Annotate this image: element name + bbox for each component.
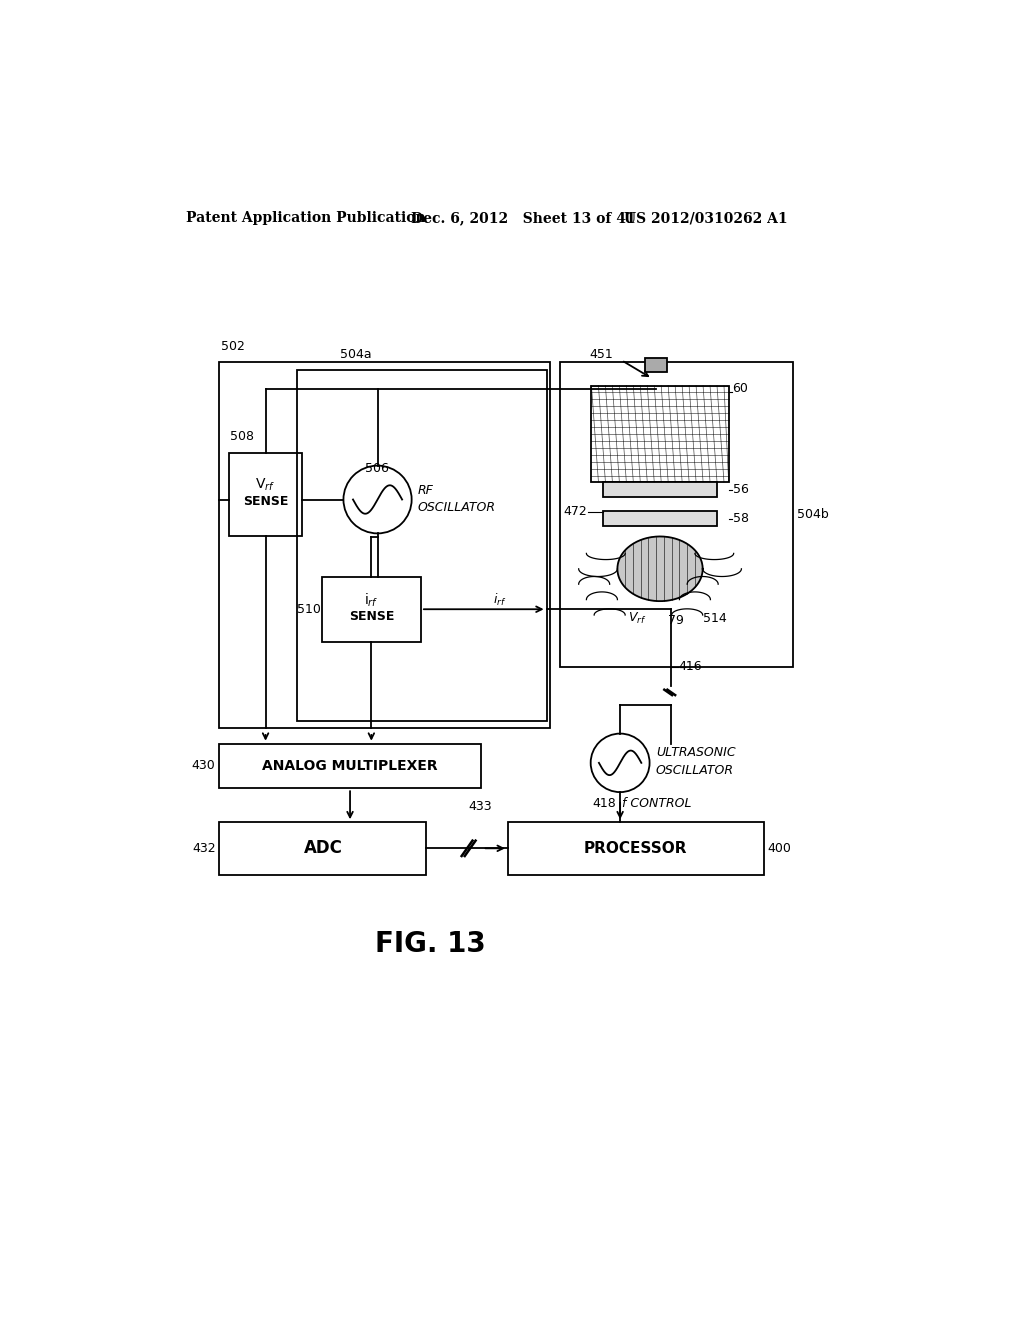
- Text: 504a: 504a: [340, 348, 372, 360]
- Text: i$_{rf}$: i$_{rf}$: [364, 591, 379, 609]
- Text: Dec. 6, 2012   Sheet 13 of 41: Dec. 6, 2012 Sheet 13 of 41: [411, 211, 636, 226]
- Text: 502: 502: [221, 341, 245, 354]
- Bar: [228, 453, 302, 536]
- Text: OSCILLATOR: OSCILLATOR: [655, 764, 734, 777]
- Bar: [322, 577, 421, 642]
- Bar: [297, 370, 547, 721]
- Text: 79: 79: [668, 614, 684, 627]
- Text: 506: 506: [366, 462, 389, 475]
- Text: i$_{rf}$: i$_{rf}$: [494, 591, 507, 609]
- Text: 60: 60: [732, 381, 749, 395]
- Text: f CONTROL: f CONTROL: [623, 797, 692, 810]
- Bar: [219, 822, 426, 875]
- Polygon shape: [617, 536, 702, 601]
- Text: 451: 451: [590, 348, 613, 362]
- Text: 400: 400: [767, 842, 792, 855]
- Text: 416: 416: [678, 660, 701, 673]
- Text: 433: 433: [469, 800, 493, 813]
- Text: 514: 514: [702, 611, 726, 624]
- Text: US 2012/0310262 A1: US 2012/0310262 A1: [624, 211, 787, 226]
- Text: 56: 56: [732, 483, 749, 496]
- Text: 58: 58: [732, 512, 749, 525]
- Text: FIG. 13: FIG. 13: [375, 929, 485, 958]
- Text: 418: 418: [593, 797, 616, 810]
- Bar: [603, 482, 717, 498]
- Bar: [560, 363, 793, 667]
- Text: ADC: ADC: [303, 840, 342, 857]
- Text: 430: 430: [191, 759, 216, 772]
- Text: OSCILLATOR: OSCILLATOR: [418, 500, 496, 513]
- Text: 510: 510: [297, 603, 321, 615]
- Text: ULTRASONIC: ULTRASONIC: [655, 746, 735, 759]
- Text: SENSE: SENSE: [243, 495, 288, 508]
- Bar: [645, 358, 667, 372]
- Bar: [592, 385, 729, 482]
- Text: SENSE: SENSE: [348, 610, 394, 623]
- Text: ANALOG MULTIPLEXER: ANALOG MULTIPLEXER: [262, 759, 438, 774]
- Text: 472: 472: [564, 506, 588, 519]
- Bar: [219, 743, 480, 788]
- Text: 504b: 504b: [797, 508, 828, 521]
- Text: Patent Application Publication: Patent Application Publication: [186, 211, 426, 226]
- Text: 508: 508: [230, 430, 254, 444]
- Bar: [508, 822, 764, 875]
- Bar: [219, 363, 550, 729]
- Bar: [603, 511, 717, 527]
- Text: 432: 432: [191, 842, 216, 855]
- Text: V$_{rf}$: V$_{rf}$: [255, 477, 275, 494]
- Text: RF: RF: [418, 483, 434, 496]
- Text: V$_{rf}$: V$_{rf}$: [628, 611, 646, 626]
- Text: PROCESSOR: PROCESSOR: [584, 841, 687, 855]
